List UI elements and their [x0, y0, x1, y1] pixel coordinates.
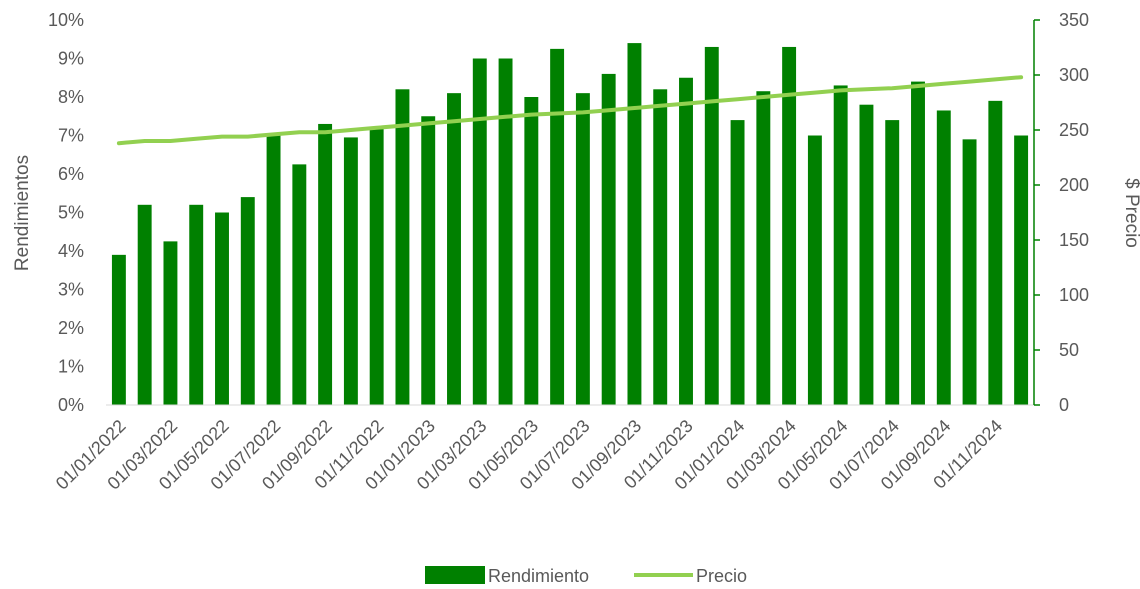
bar-01/08/2024 [911, 81, 925, 405]
bar-01/12/2023 [704, 46, 719, 405]
bar-01/12/2024 [1014, 135, 1029, 405]
bar-01/07/2022 [266, 135, 281, 405]
bar-01/01/2024 [730, 120, 745, 405]
y-tick-label: 4% [58, 241, 84, 261]
bar-01/01/2023 [421, 116, 436, 405]
y2-tick-label: 0 [1059, 395, 1069, 415]
line-precio [116, 75, 1024, 146]
bar-01/11/2022 [369, 127, 384, 406]
bar-01/02/2022 [137, 204, 152, 405]
bar-01/04/2022 [189, 204, 204, 405]
y2-tick-label: 300 [1059, 65, 1089, 85]
bar-01/09/2024 [936, 110, 951, 405]
y-tick-label: 2% [58, 318, 84, 338]
legend-label-precio: Precio [696, 566, 747, 586]
y-tick-label: 8% [58, 87, 84, 107]
bar-01/05/2024 [833, 85, 848, 405]
y2-tick-label: 100 [1059, 285, 1089, 305]
bar-01/05/2023 [524, 97, 539, 405]
y2-tick-label: 250 [1059, 120, 1089, 140]
y-tick-label: 7% [58, 126, 84, 146]
bar-series-rendimiento [111, 43, 1029, 406]
bar-01/08/2022 [292, 164, 307, 405]
y-tick-label: 10% [48, 10, 84, 30]
bar-01/01/2022 [111, 254, 126, 405]
bar-01/11/2024 [988, 100, 1003, 405]
line-series-precio [116, 75, 1024, 146]
bar-01/09/2022 [318, 123, 333, 405]
y-axis-title: Rendimientos [12, 155, 33, 271]
y-tick-label: 0% [58, 395, 84, 415]
y-tick-label: 9% [58, 49, 84, 69]
bar-01/05/2022 [215, 212, 229, 405]
y2-tick-label: 200 [1059, 175, 1089, 195]
y2-tick-label: 350 [1059, 10, 1089, 30]
y-tick-label: 5% [58, 203, 84, 223]
bar-01/02/2023 [447, 93, 461, 406]
bar-01/12/2022 [395, 89, 410, 406]
y-tick-label: 6% [58, 164, 84, 184]
x-axis-ticks: 01/01/202201/03/202201/05/202201/07/2022… [52, 416, 1006, 494]
legend: Rendimiento Precio [425, 566, 747, 586]
bar-01/03/2022 [163, 241, 178, 405]
left-axis-ticks: 0% 1% 2% 3% 4% 5% 6% 7% 8% 9% 10% [48, 10, 84, 415]
y2-tick-label: 50 [1059, 340, 1079, 360]
bar-01/08/2023 [601, 73, 616, 406]
bar-01/10/2022 [343, 137, 358, 406]
bar-01/03/2023 [472, 58, 487, 405]
legend-label-rendimiento: Rendimiento [488, 566, 589, 586]
right-axis-ticks: 0 50 100 150 200 250 300 350 [1034, 10, 1089, 415]
bar-01/03/2024 [782, 46, 797, 405]
y2-tick-label: 150 [1059, 230, 1089, 250]
bar-01/02/2024 [756, 91, 771, 405]
axes [106, 20, 1035, 406]
y-tick-label: 1% [58, 357, 84, 377]
bar-01/06/2024 [859, 104, 874, 405]
bar-01/10/2024 [962, 139, 977, 405]
bar-01/04/2024 [807, 135, 822, 405]
legend-swatch-rendimiento [425, 566, 485, 584]
bar-01/04/2023 [498, 58, 513, 405]
bar-01/09/2023 [627, 43, 642, 405]
bar-01/07/2023 [575, 93, 590, 406]
y2-axis-title: $ Precio [1121, 178, 1140, 248]
bar-01/07/2024 [885, 120, 900, 405]
bar-01/06/2022 [240, 197, 255, 405]
y-tick-label: 3% [58, 280, 84, 300]
bar-01/11/2023 [679, 77, 693, 405]
bar-01/06/2023 [550, 48, 565, 405]
bar-01/10/2023 [653, 89, 668, 406]
